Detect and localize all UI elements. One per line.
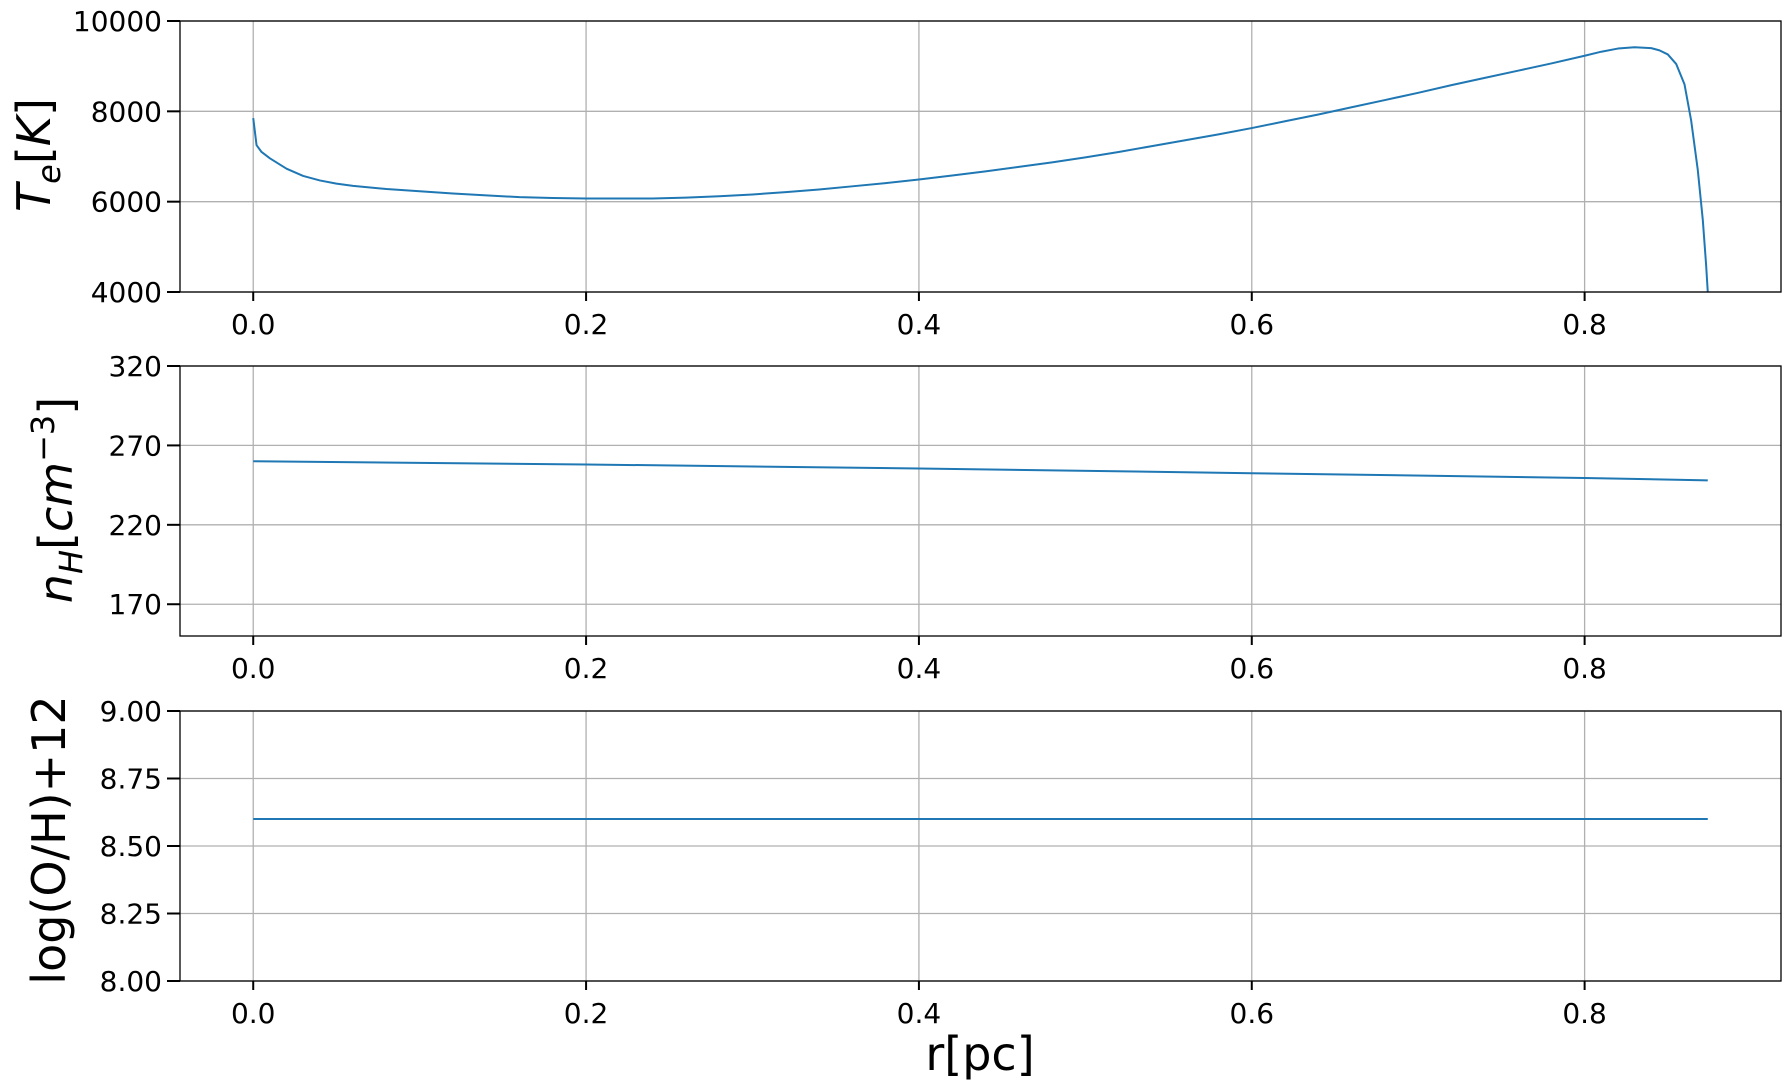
temperature-x-tick-label: 0.4 [897,308,942,341]
temperature-x-tick-label: 0.0 [231,308,276,341]
abundance-y-tick-label: 8.00 [100,965,162,998]
temperature-x-tick-label: 0.2 [564,308,609,341]
temperature-y-tick-label: 4000 [91,276,162,309]
temperature-y-tick-label: 8000 [91,95,162,128]
abundance-x-tick-label: 0.4 [897,997,942,1030]
temperature-ylabel: Te[K] [7,98,68,212]
temperature-y-tick-label: 10000 [73,5,162,38]
temperature-panel: Te[K] 0.0 0.2 0.4 0.6 0.8 4000 6000 8000 10000 [7,5,1782,341]
abundance-y-tick-label: 9.00 [100,695,162,728]
temperature-axes-frame [179,20,1782,293]
abundance-y-tick-label: 8.75 [100,763,162,796]
density-x-tick-label: 0.6 [1230,652,1275,685]
temperature-series-line [252,46,1709,293]
abundance-ylabel: log(O/H)+12 [22,695,76,984]
density-y-tick-label: 270 [109,429,162,462]
temperature-y-tick-label: 6000 [91,186,162,219]
temperature-x-tick-label: 0.6 [1230,308,1275,341]
x-axis-label: r[pc] [925,1027,1034,1081]
density-series-line [253,460,1708,482]
density-y-tick-label: 320 [109,350,162,383]
abundance-panel: log(O/H)+12 0.0 0.2 0.4 0.6 0.8 8.00 8.25 8.50 8… [22,695,1782,1030]
abundance-y-tick-label: 8.25 [100,898,162,931]
density-x-tick-label: 0.4 [897,652,942,685]
density-y-tick-label: 170 [109,588,162,621]
density-x-tick-label: 0.2 [564,652,609,685]
density-x-tick-label: 0.8 [1562,652,1607,685]
density-axes-frame [179,365,1782,637]
abundance-x-tick-label: 0.6 [1230,997,1275,1030]
abundance-x-tick-label: 0.8 [1562,997,1607,1030]
density-y-tick-label: 220 [109,509,162,542]
abundance-x-tick-label: 0.0 [231,997,276,1030]
abundance-y-tick-label: 8.50 [100,830,162,863]
density-x-tick-label: 0.0 [231,652,276,685]
abundance-x-tick-label: 0.2 [564,997,609,1030]
temperature-x-tick-label: 0.8 [1562,308,1607,341]
